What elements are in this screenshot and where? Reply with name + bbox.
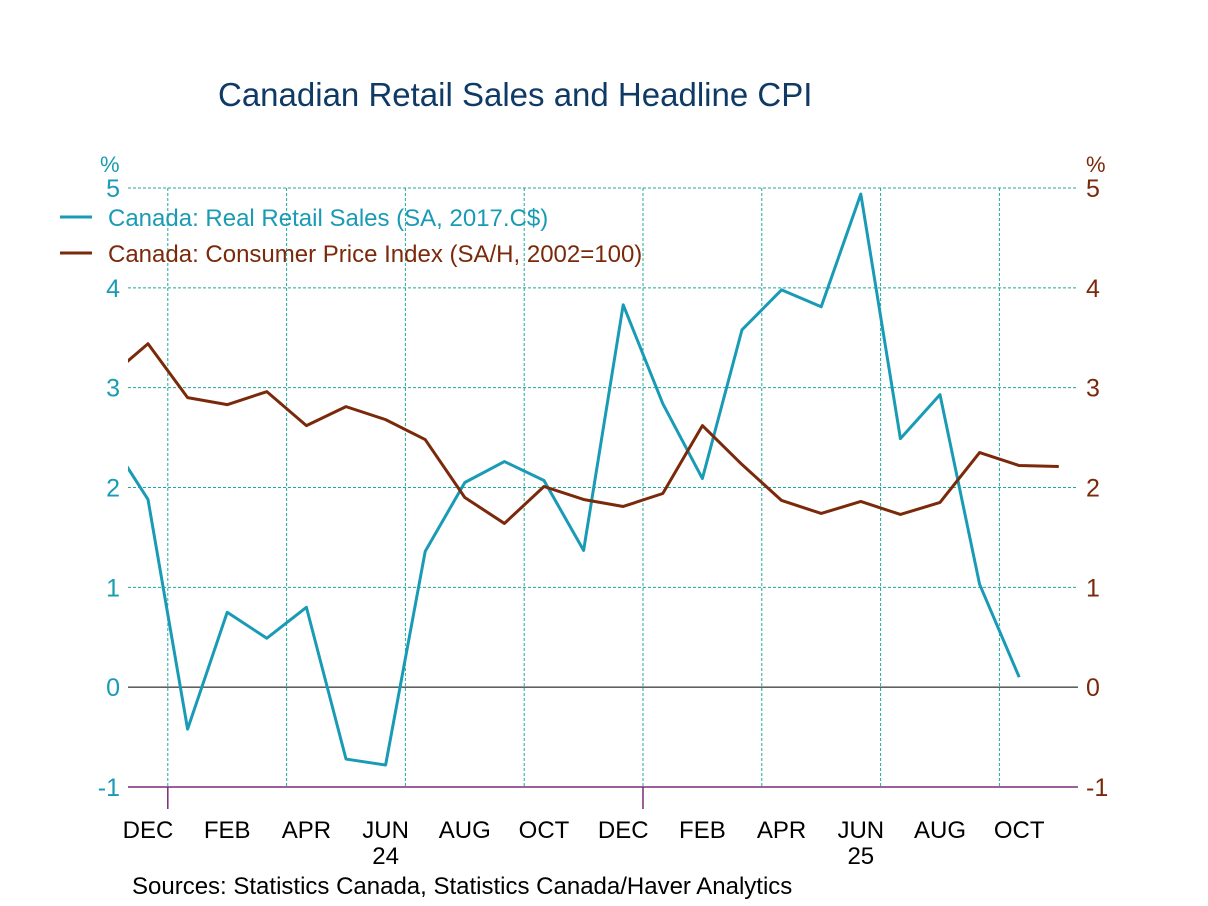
x-year-label: 25	[847, 843, 874, 870]
right-tick-label: 3	[1086, 375, 1100, 403]
chart-title: Canadian Retail Sales and Headline CPI	[218, 76, 812, 113]
left-tick-label: 1	[106, 574, 120, 602]
x-tick-label: DEC	[598, 817, 649, 844]
legend-label-cpi: Canada: Consumer Price Index (SA/H, 2002…	[108, 241, 642, 268]
legend: Canada: Real Retail Sales (SA, 2017.C$) …	[60, 205, 642, 268]
legend-label-retail: Canada: Real Retail Sales (SA, 2017.C$)	[108, 205, 548, 232]
left-tick-label: 2	[106, 475, 120, 503]
x-tick-label: FEB	[204, 817, 251, 844]
right-tick-label: 5	[1086, 175, 1100, 203]
x-tick-label: APR	[757, 817, 806, 844]
x-tick-label: APR	[282, 817, 331, 844]
x-tick-label: AUG	[914, 817, 966, 844]
left-tick-label: 0	[106, 674, 120, 702]
series-line-retail-sales	[128, 192, 1021, 767]
x-tick-label: OCT	[519, 817, 570, 844]
x-tick-label: DEC	[123, 817, 174, 844]
series-line-cpi	[128, 342, 1059, 525]
x-year-label: 24	[372, 843, 399, 870]
x-tick-label: OCT	[994, 817, 1045, 844]
right-tick-label: 0	[1086, 674, 1100, 702]
left-tick-label: -1	[98, 774, 120, 802]
right-tick-label: 4	[1086, 275, 1100, 303]
x-tick-label: JUN	[362, 817, 409, 844]
left-axis-unit: %	[100, 152, 120, 177]
left-tick-label: 4	[106, 275, 120, 303]
source-note: Sources: Statistics Canada, Statistics C…	[132, 873, 792, 900]
right-tick-label: 1	[1086, 574, 1100, 602]
x-tick-label: AUG	[439, 817, 491, 844]
right-axis-unit: %	[1086, 152, 1106, 177]
x-tick-label: FEB	[679, 817, 726, 844]
left-tick-label: 3	[106, 375, 120, 403]
x-tick-label: JUN	[837, 817, 884, 844]
right-tick-label: 2	[1086, 475, 1100, 503]
left-tick-label: 5	[106, 175, 120, 203]
right-tick-label: -1	[1086, 774, 1108, 802]
